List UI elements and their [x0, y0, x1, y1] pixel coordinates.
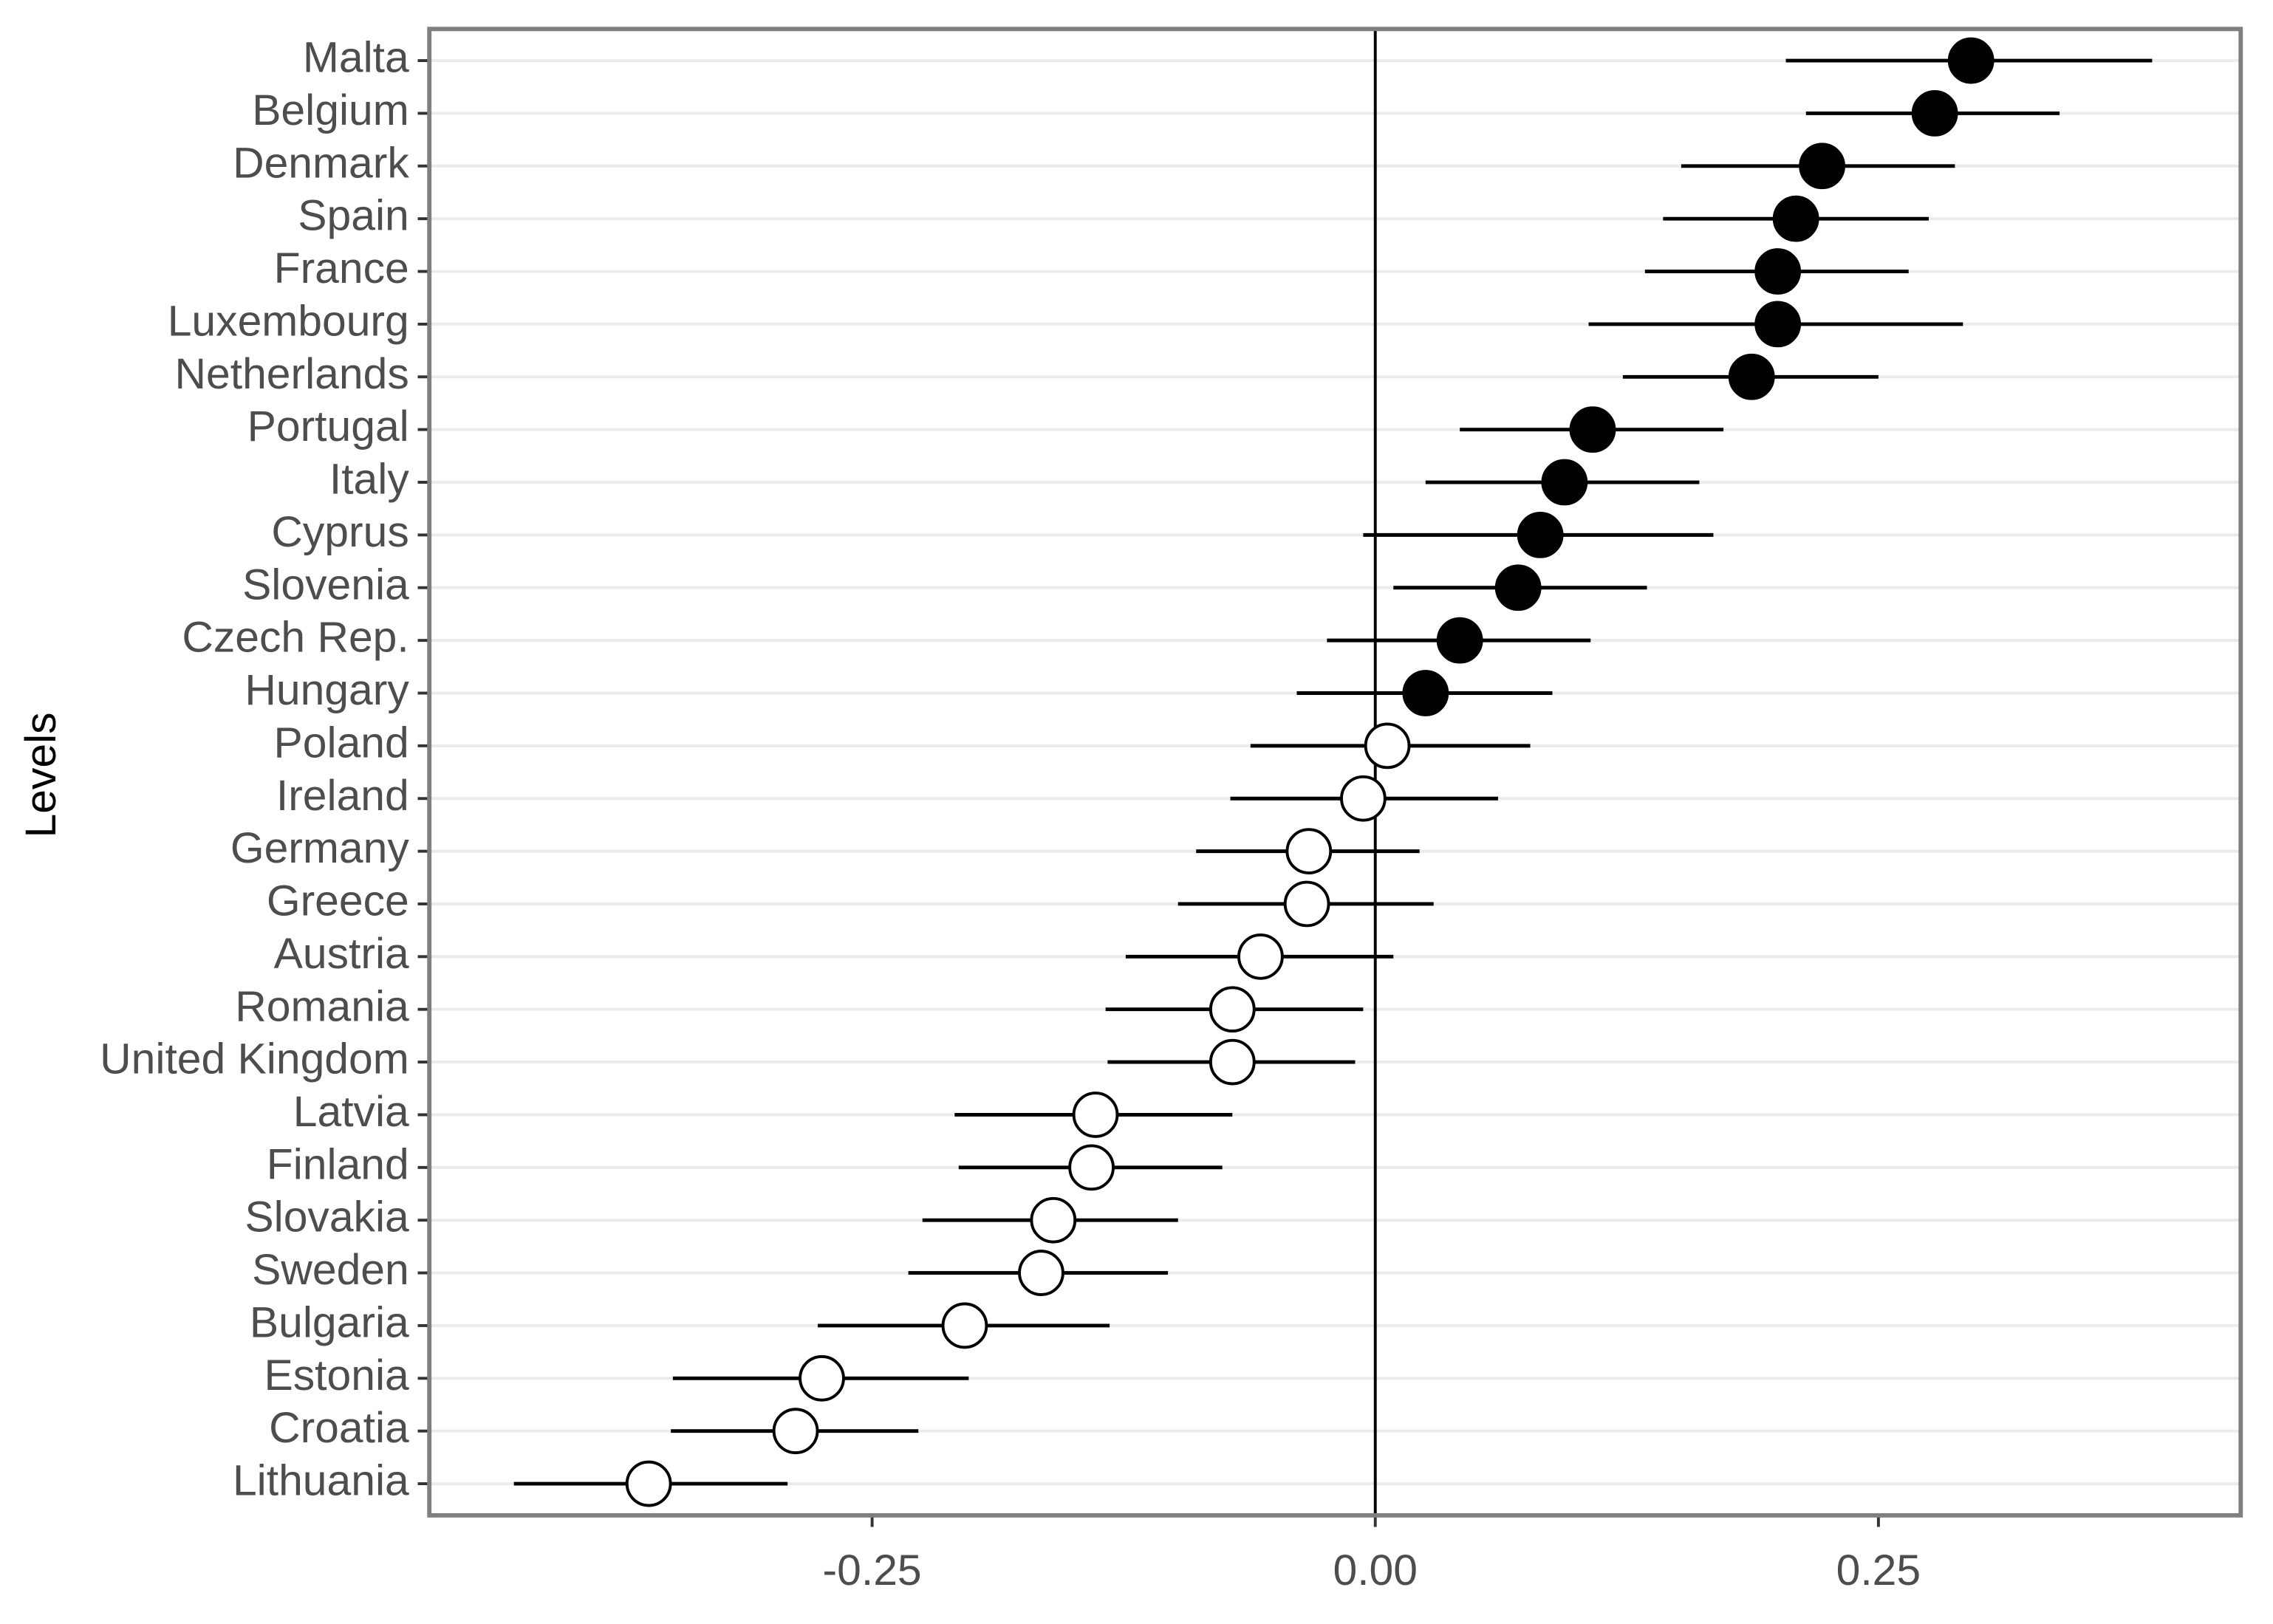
y-tick-label: Luxembourg [168, 297, 409, 345]
point [1340, 775, 1387, 822]
point [625, 1460, 672, 1507]
y-tick-label: Poland [274, 719, 409, 767]
y-tick-label: Netherlands [175, 350, 409, 398]
y-tick-label: Portugal [247, 402, 409, 450]
y-tick-label: Slovakia [245, 1193, 409, 1241]
y-tick-label: Czech Rep. [182, 614, 409, 662]
plot-border [427, 27, 2243, 1518]
x-tick-label: -0.25 [823, 1546, 922, 1594]
point [799, 1354, 845, 1402]
point [772, 1408, 819, 1455]
y-tick-label: Greece [267, 877, 409, 925]
y-tick-label: Malta [303, 34, 409, 82]
y-tick-label: United Kingdom [100, 1035, 409, 1083]
y-tick-label: Ireland [276, 772, 409, 820]
y-tick-label: Finland [267, 1140, 409, 1188]
y-tick-label: Belgium [252, 86, 409, 134]
point [1754, 301, 1802, 348]
point [1754, 248, 1802, 295]
point [1494, 564, 1542, 611]
point [1728, 353, 1775, 400]
point [1541, 459, 1588, 506]
point [941, 1302, 988, 1349]
point [1436, 617, 1483, 664]
y-tick-label: Estonia [264, 1351, 410, 1399]
x-tick-label: 0.25 [1836, 1546, 1921, 1594]
y-tick-label: France [274, 244, 409, 292]
y-tick-label: Sweden [252, 1246, 409, 1294]
point [1364, 722, 1411, 770]
point [1799, 143, 1845, 190]
point [1285, 828, 1333, 874]
y-tick-label: Lithuania [233, 1457, 409, 1505]
y-axis-label: Levels [17, 712, 65, 837]
point [1068, 1144, 1115, 1191]
y-tick-label: Germany [230, 824, 410, 872]
y-tick-label: Slovenia [242, 561, 409, 609]
y-tick-label: Bulgaria [250, 1298, 409, 1346]
point [1947, 37, 1995, 84]
point [1517, 512, 1564, 558]
point [1209, 1038, 1256, 1086]
y-tick-label: Romania [235, 982, 409, 1030]
point [1237, 933, 1284, 980]
x-tick-label: 0.00 [1333, 1546, 1418, 1594]
y-tick-label: Austria [274, 930, 409, 978]
point [1772, 195, 1819, 242]
point [1030, 1196, 1077, 1244]
y-tick-label: Denmark [233, 139, 409, 187]
point [1018, 1250, 1064, 1296]
y-tick-label: Italy [329, 456, 409, 504]
point [1911, 90, 1958, 137]
point [1569, 406, 1616, 453]
point [1402, 670, 1449, 716]
y-tick-label: Latvia [293, 1088, 409, 1136]
y-tick-label: Croatia [269, 1404, 409, 1452]
y-tick-label: Cyprus [271, 508, 409, 556]
y-tick-label: Spain [298, 192, 409, 240]
point [1072, 1092, 1119, 1138]
y-tick-label: Hungary [245, 666, 409, 714]
point [1283, 880, 1330, 928]
point [1209, 986, 1256, 1033]
